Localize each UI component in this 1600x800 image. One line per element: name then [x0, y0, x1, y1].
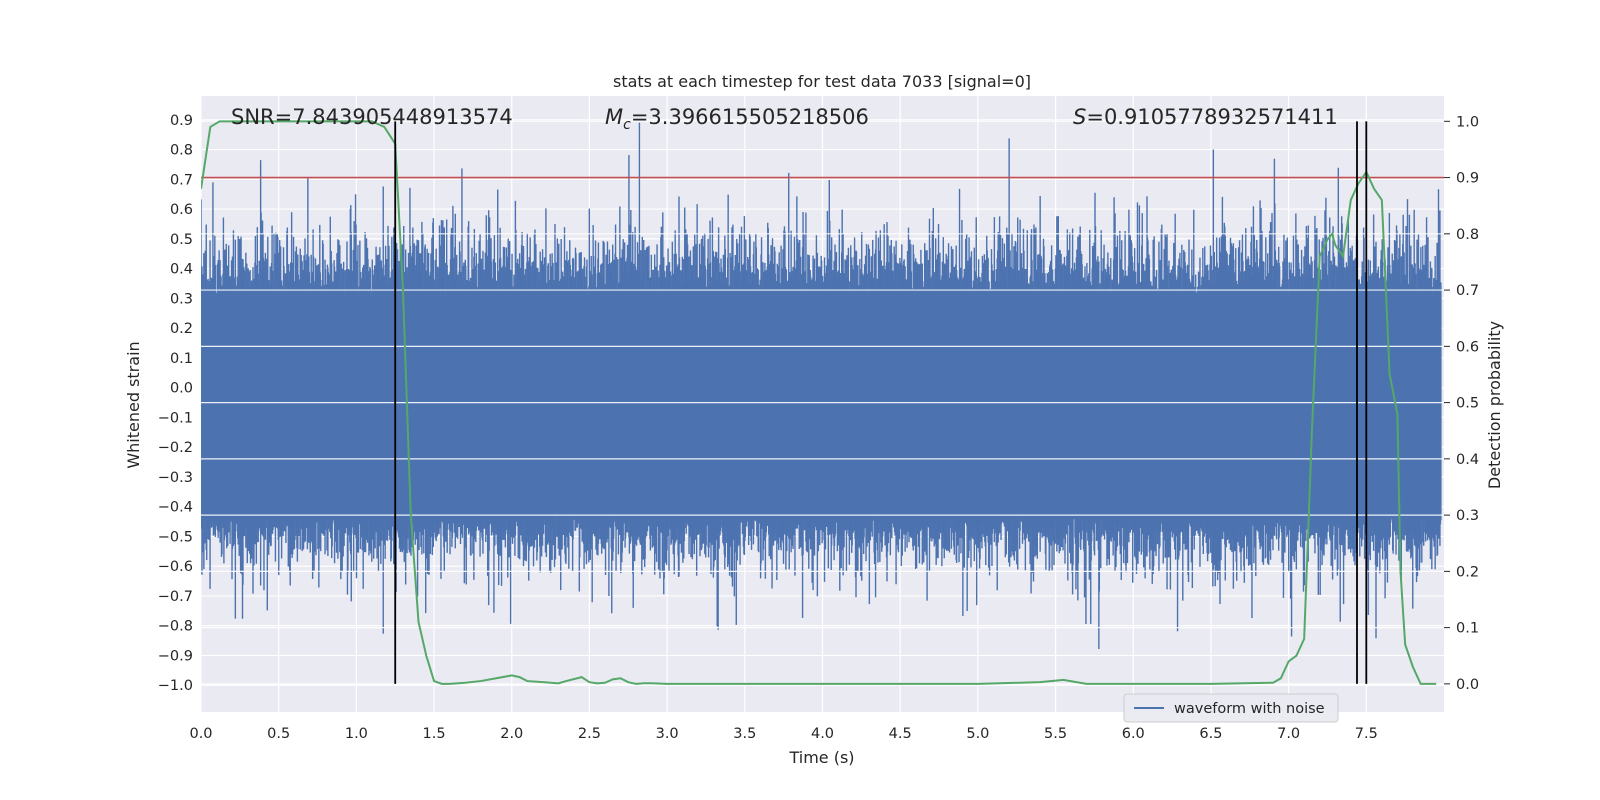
y-left-axis-label: Whitened strain	[124, 341, 143, 468]
y-left-tick-label: −0.8	[158, 619, 193, 635]
mc-annotation-value: =3.396615505218506	[631, 105, 869, 129]
x-tick-label: 0.5	[267, 726, 290, 742]
x-tick-label: 5.5	[1044, 726, 1067, 742]
y-right-tick-label: 1.0	[1456, 114, 1479, 130]
waveform-spikes	[201, 122, 1442, 650]
x-tick-label: 3.5	[733, 726, 756, 742]
x-tick-label: 7.5	[1355, 726, 1378, 742]
y-left-tick-label: −0.2	[158, 440, 193, 456]
overlay-lines	[201, 120, 1444, 685]
x-tick-label: 3.0	[656, 726, 679, 742]
y-left-tick-label: −0.9	[158, 648, 193, 664]
y-left-tick-label: −1.0	[158, 678, 193, 694]
y-left-tick-label: −0.7	[158, 589, 193, 605]
y-left-tick-label: 0.9	[170, 113, 193, 129]
y-left-tick-label: 0.4	[170, 262, 193, 278]
y-left-tick-label: −0.6	[158, 559, 193, 575]
y-right-tick-label: 0.9	[1456, 171, 1479, 187]
y-right-tick-label: 0.0	[1456, 677, 1479, 693]
x-tick-label: 7.0	[1277, 726, 1300, 742]
x-tick-label: 2.0	[500, 726, 523, 742]
legend-box	[1123, 693, 1339, 723]
y-left-tick-label: −0.4	[158, 500, 193, 516]
y-right-axis-label: Detection probability	[1485, 321, 1504, 489]
x-tick-label: 6.0	[1122, 726, 1145, 742]
x-tick-label: 1.5	[423, 726, 446, 742]
y-left-tick-label: −0.3	[158, 470, 193, 486]
s-annotation-symbol: S	[1073, 105, 1086, 129]
y-left-tick-label: −0.5	[158, 529, 193, 545]
y-left-tick-label: 0.5	[170, 232, 193, 248]
y-right-tick-label: 0.2	[1456, 564, 1479, 580]
y-right-tick-label: 0.4	[1456, 452, 1479, 468]
y-left-tick-label: 0.0	[170, 381, 193, 397]
mc-annotation: Mc=3.396615505218506	[605, 105, 869, 133]
mc-annotation-subscript: c	[623, 117, 631, 133]
y-right-tick-label: 0.6	[1456, 339, 1479, 355]
s-annotation: S=0.9105778932571411	[1073, 105, 1338, 129]
x-tick-label: 6.5	[1199, 726, 1222, 742]
snr-annotation: SNR=7.843905448913574	[231, 105, 513, 129]
axis-ticks: 0.0 0.5 1.0 1.5 2.0 2.5 3.0 3.5 4.0 4.5 5.0 5.5 6.0 6…	[158, 113, 1479, 742]
y-right-tick-label: 0.5	[1456, 396, 1479, 412]
x-tick-label: 5.0	[966, 726, 989, 742]
y-left-tick-label: 0.3	[170, 291, 193, 307]
chart-title: stats at each timestep for test data 703…	[613, 72, 1031, 91]
y-right-tick-label: 0.7	[1456, 283, 1479, 299]
detection-probability-line	[201, 120, 1437, 685]
s-annotation-value: =0.9105778932571411	[1086, 105, 1337, 129]
y-right-tick-label: 0.1	[1456, 621, 1479, 637]
x-tick-label: 1.0	[345, 726, 368, 742]
y-left-tick-label: 0.8	[170, 143, 193, 159]
x-axis-label: Time (s)	[788, 748, 854, 767]
x-tick-label: 0.0	[189, 726, 212, 742]
legend: waveform with noise	[1123, 693, 1339, 723]
mc-annotation-symbol: M	[605, 105, 623, 129]
y-left-tick-label: 0.1	[170, 351, 193, 367]
y-right-tick-label: 0.8	[1456, 227, 1479, 243]
x-tick-label: 2.5	[578, 726, 601, 742]
y-right-tick-label: 0.3	[1456, 508, 1479, 524]
y-left-tick-label: 0.7	[170, 172, 193, 188]
x-tick-label: 4.0	[811, 726, 834, 742]
legend-label: waveform with noise	[1174, 701, 1325, 717]
y-left-tick-label: −0.1	[158, 410, 193, 426]
y-left-tick-label: 0.6	[170, 202, 193, 218]
y-left-tick-label: 0.2	[170, 321, 193, 337]
x-tick-label: 4.5	[889, 726, 912, 742]
